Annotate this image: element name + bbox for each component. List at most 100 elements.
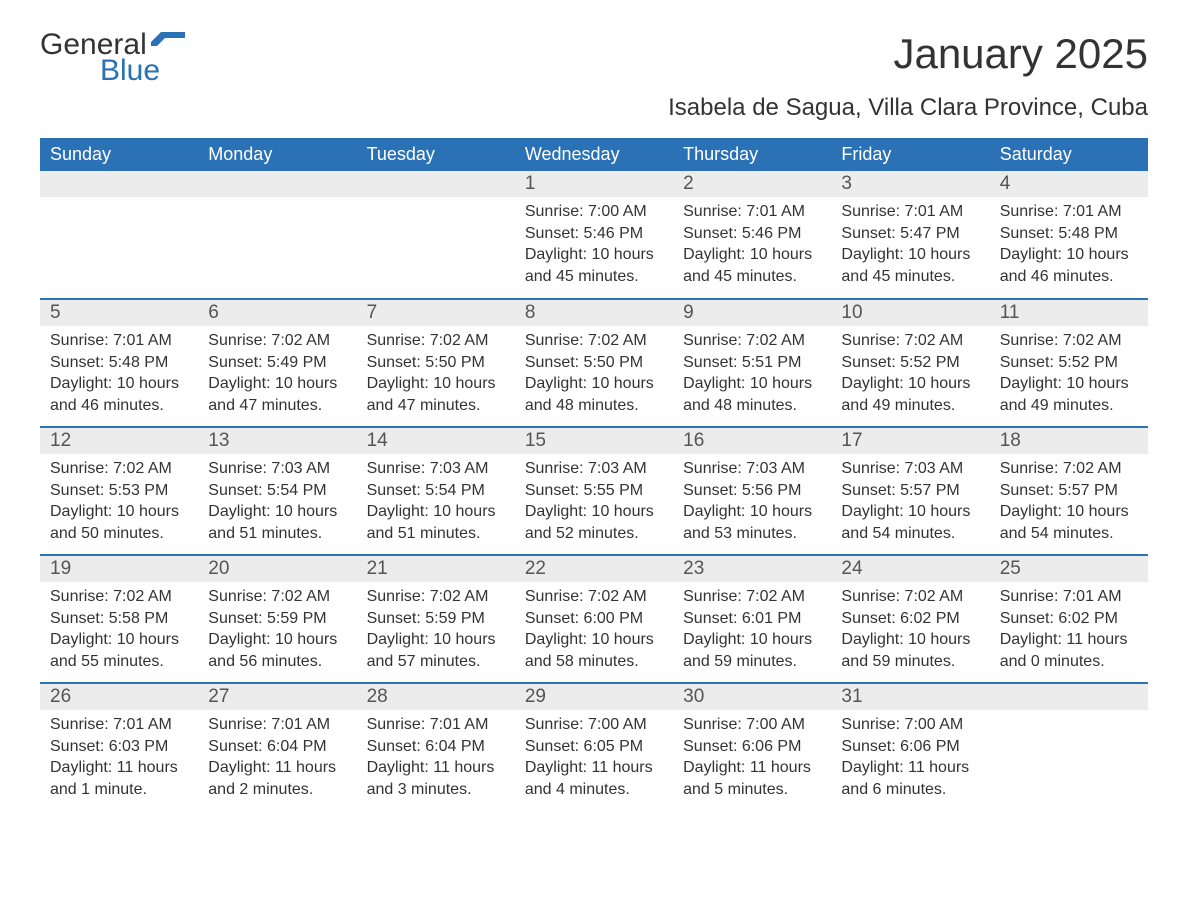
sunrise-text: Sunrise: 7:02 AM xyxy=(208,586,346,608)
day-number: 17 xyxy=(831,428,989,454)
day-number: 18 xyxy=(990,428,1148,454)
calendar-day-cell xyxy=(40,171,198,299)
calendar-day-cell: 4Sunrise: 7:01 AMSunset: 5:48 PMDaylight… xyxy=(990,171,1148,299)
day-content: Sunrise: 7:02 AMSunset: 5:50 PMDaylight:… xyxy=(515,326,673,424)
day-content: Sunrise: 7:02 AMSunset: 5:52 PMDaylight:… xyxy=(990,326,1148,424)
sunset-text: Sunset: 6:02 PM xyxy=(841,608,979,630)
calendar-day-cell: 22Sunrise: 7:02 AMSunset: 6:00 PMDayligh… xyxy=(515,555,673,683)
day-content: Sunrise: 7:03 AMSunset: 5:55 PMDaylight:… xyxy=(515,454,673,552)
sunset-text: Sunset: 5:57 PM xyxy=(1000,480,1138,502)
calendar-day-cell: 3Sunrise: 7:01 AMSunset: 5:47 PMDaylight… xyxy=(831,171,989,299)
sunset-text: Sunset: 5:55 PM xyxy=(525,480,663,502)
sunrise-text: Sunrise: 7:00 AM xyxy=(841,714,979,736)
sunrise-text: Sunrise: 7:02 AM xyxy=(525,330,663,352)
daylight-text: Daylight: 10 hours and 51 minutes. xyxy=(208,501,346,544)
daylight-text: Daylight: 10 hours and 53 minutes. xyxy=(683,501,821,544)
calendar-day-cell: 24Sunrise: 7:02 AMSunset: 6:02 PMDayligh… xyxy=(831,555,989,683)
day-content: Sunrise: 7:01 AMSunset: 5:47 PMDaylight:… xyxy=(831,197,989,295)
daylight-text: Daylight: 11 hours and 3 minutes. xyxy=(367,757,505,800)
sunset-text: Sunset: 5:48 PM xyxy=(50,352,188,374)
calendar-day-cell: 12Sunrise: 7:02 AMSunset: 5:53 PMDayligh… xyxy=(40,427,198,555)
sunrise-text: Sunrise: 7:01 AM xyxy=(50,714,188,736)
daylight-text: Daylight: 10 hours and 54 minutes. xyxy=(1000,501,1138,544)
daylight-text: Daylight: 11 hours and 1 minute. xyxy=(50,757,188,800)
day-number: 27 xyxy=(198,684,356,710)
day-number: 12 xyxy=(40,428,198,454)
day-content: Sunrise: 7:03 AMSunset: 5:54 PMDaylight:… xyxy=(357,454,515,552)
sunrise-text: Sunrise: 7:00 AM xyxy=(525,201,663,223)
sunset-text: Sunset: 6:06 PM xyxy=(841,736,979,758)
day-number: 21 xyxy=(357,556,515,582)
sunrise-text: Sunrise: 7:02 AM xyxy=(367,330,505,352)
day-content: Sunrise: 7:03 AMSunset: 5:57 PMDaylight:… xyxy=(831,454,989,552)
calendar-day-cell: 25Sunrise: 7:01 AMSunset: 6:02 PMDayligh… xyxy=(990,555,1148,683)
calendar-body: 1Sunrise: 7:00 AMSunset: 5:46 PMDaylight… xyxy=(40,171,1148,811)
sunset-text: Sunset: 5:57 PM xyxy=(841,480,979,502)
daylight-text: Daylight: 10 hours and 59 minutes. xyxy=(841,629,979,672)
calendar-day-cell: 18Sunrise: 7:02 AMSunset: 5:57 PMDayligh… xyxy=(990,427,1148,555)
day-content: Sunrise: 7:02 AMSunset: 5:57 PMDaylight:… xyxy=(990,454,1148,552)
sunrise-text: Sunrise: 7:03 AM xyxy=(525,458,663,480)
logo: General Blue xyxy=(40,30,185,86)
day-content: Sunrise: 7:01 AMSunset: 6:04 PMDaylight:… xyxy=(198,710,356,808)
daylight-text: Daylight: 11 hours and 5 minutes. xyxy=(683,757,821,800)
day-number: 22 xyxy=(515,556,673,582)
daylight-text: Daylight: 10 hours and 46 minutes. xyxy=(1000,244,1138,287)
sunset-text: Sunset: 5:52 PM xyxy=(841,352,979,374)
daylight-text: Daylight: 10 hours and 46 minutes. xyxy=(50,373,188,416)
sunset-text: Sunset: 6:05 PM xyxy=(525,736,663,758)
day-content: Sunrise: 7:02 AMSunset: 5:52 PMDaylight:… xyxy=(831,326,989,424)
day-content: Sunrise: 7:02 AMSunset: 5:59 PMDaylight:… xyxy=(357,582,515,680)
sunset-text: Sunset: 5:59 PM xyxy=(367,608,505,630)
calendar-table: SundayMondayTuesdayWednesdayThursdayFrid… xyxy=(40,138,1148,811)
location-subtitle: Isabela de Sagua, Villa Clara Province, … xyxy=(40,94,1148,122)
day-number: 13 xyxy=(198,428,356,454)
day-number: 23 xyxy=(673,556,831,582)
calendar-day-cell: 10Sunrise: 7:02 AMSunset: 5:52 PMDayligh… xyxy=(831,299,989,427)
sunrise-text: Sunrise: 7:01 AM xyxy=(841,201,979,223)
day-number: 24 xyxy=(831,556,989,582)
daylight-text: Daylight: 10 hours and 45 minutes. xyxy=(683,244,821,287)
day-number: 7 xyxy=(357,300,515,326)
day-content: Sunrise: 7:02 AMSunset: 5:53 PMDaylight:… xyxy=(40,454,198,552)
day-number: 29 xyxy=(515,684,673,710)
sunset-text: Sunset: 5:58 PM xyxy=(50,608,188,630)
calendar-day-cell xyxy=(357,171,515,299)
calendar-day-cell: 27Sunrise: 7:01 AMSunset: 6:04 PMDayligh… xyxy=(198,683,356,811)
calendar-day-cell: 30Sunrise: 7:00 AMSunset: 6:06 PMDayligh… xyxy=(673,683,831,811)
calendar-day-cell: 6Sunrise: 7:02 AMSunset: 5:49 PMDaylight… xyxy=(198,299,356,427)
sunset-text: Sunset: 5:47 PM xyxy=(841,223,979,245)
day-content: Sunrise: 7:01 AMSunset: 5:48 PMDaylight:… xyxy=(40,326,198,424)
daylight-text: Daylight: 10 hours and 59 minutes. xyxy=(683,629,821,672)
sunrise-text: Sunrise: 7:02 AM xyxy=(1000,458,1138,480)
day-content: Sunrise: 7:00 AMSunset: 5:46 PMDaylight:… xyxy=(515,197,673,295)
day-number: 9 xyxy=(673,300,831,326)
day-number: 28 xyxy=(357,684,515,710)
day-number: 19 xyxy=(40,556,198,582)
calendar-day-cell: 26Sunrise: 7:01 AMSunset: 6:03 PMDayligh… xyxy=(40,683,198,811)
day-content: Sunrise: 7:03 AMSunset: 5:56 PMDaylight:… xyxy=(673,454,831,552)
daylight-text: Daylight: 11 hours and 6 minutes. xyxy=(841,757,979,800)
sunrise-text: Sunrise: 7:02 AM xyxy=(683,586,821,608)
day-content: Sunrise: 7:01 AMSunset: 5:46 PMDaylight:… xyxy=(673,197,831,295)
daylight-text: Daylight: 11 hours and 4 minutes. xyxy=(525,757,663,800)
daylight-text: Daylight: 10 hours and 52 minutes. xyxy=(525,501,663,544)
sunset-text: Sunset: 6:03 PM xyxy=(50,736,188,758)
weekday-header: Wednesday xyxy=(515,138,673,171)
sunset-text: Sunset: 5:54 PM xyxy=(208,480,346,502)
sunrise-text: Sunrise: 7:01 AM xyxy=(367,714,505,736)
daylight-text: Daylight: 10 hours and 49 minutes. xyxy=(841,373,979,416)
weekday-header: Tuesday xyxy=(357,138,515,171)
sunset-text: Sunset: 5:53 PM xyxy=(50,480,188,502)
calendar-day-cell: 5Sunrise: 7:01 AMSunset: 5:48 PMDaylight… xyxy=(40,299,198,427)
calendar-week-row: 12Sunrise: 7:02 AMSunset: 5:53 PMDayligh… xyxy=(40,427,1148,555)
calendar-week-row: 1Sunrise: 7:00 AMSunset: 5:46 PMDaylight… xyxy=(40,171,1148,299)
day-content: Sunrise: 7:01 AMSunset: 5:48 PMDaylight:… xyxy=(990,197,1148,295)
calendar-day-cell: 19Sunrise: 7:02 AMSunset: 5:58 PMDayligh… xyxy=(40,555,198,683)
daylight-text: Daylight: 11 hours and 0 minutes. xyxy=(1000,629,1138,672)
day-number: 2 xyxy=(673,171,831,197)
day-content: Sunrise: 7:03 AMSunset: 5:54 PMDaylight:… xyxy=(198,454,356,552)
day-number: 8 xyxy=(515,300,673,326)
daylight-text: Daylight: 10 hours and 48 minutes. xyxy=(683,373,821,416)
sunrise-text: Sunrise: 7:02 AM xyxy=(208,330,346,352)
